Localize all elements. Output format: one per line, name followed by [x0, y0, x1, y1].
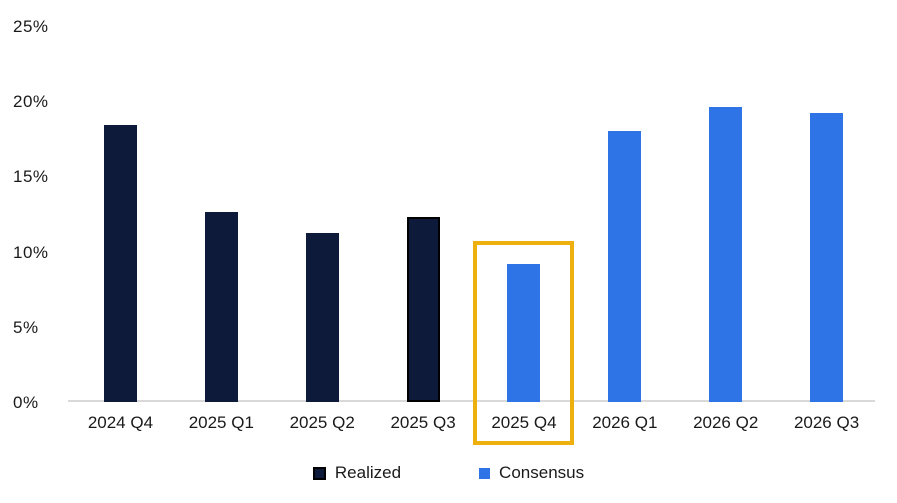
- legend-item-consensus: Consensus: [479, 463, 584, 483]
- y-tick-label: 10%: [13, 242, 49, 262]
- bar-realized-2024-q4: [103, 125, 137, 402]
- legend-label: Consensus: [499, 463, 585, 482]
- bar-realized-2025-q3: [406, 216, 440, 402]
- chart-legend: Realized Consensus: [0, 461, 897, 485]
- legend-swatch-consensus: [479, 467, 491, 479]
- legend-item-realized: Realized: [312, 463, 402, 483]
- x-tick-label: 2025 Q2: [289, 413, 355, 432]
- x-tick-label: 2025 Q4: [491, 413, 557, 432]
- x-tick-label: 2026 Q1: [592, 413, 658, 432]
- x-axis-line: [68, 400, 875, 402]
- bar-realized-2025-q2: [305, 233, 339, 402]
- x-tick-label: 2026 Q3: [793, 413, 860, 432]
- bar-consensus-2026-q2: [709, 107, 743, 402]
- x-tick-label: 2026 Q2: [693, 413, 759, 432]
- highlight-box: [473, 241, 575, 445]
- x-tick-label: 2025 Q1: [188, 413, 254, 432]
- bar-consensus-2026-q3: [810, 113, 844, 402]
- bar-consensus-2025-q4: [507, 263, 541, 402]
- x-tick-label: 2024 Q4: [87, 413, 154, 432]
- y-tick-label: 5%: [13, 317, 39, 337]
- bar-consensus-2026-q1: [608, 131, 642, 402]
- y-tick-label: 0%: [13, 393, 39, 412]
- y-tick-label: 25%: [13, 16, 49, 36]
- bar-realized-2025-q1: [204, 212, 238, 402]
- y-tick-label: 20%: [13, 92, 49, 111]
- legend-swatch-realized: [312, 466, 326, 480]
- y-tick-label: 15%: [13, 167, 49, 187]
- x-tick-label: 2025 Q3: [390, 413, 456, 432]
- legend-label: Realized: [334, 463, 402, 482]
